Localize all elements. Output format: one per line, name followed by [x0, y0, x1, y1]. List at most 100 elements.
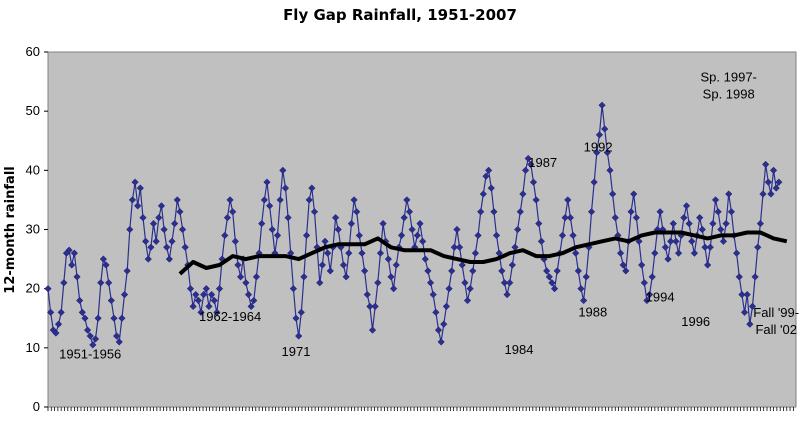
y-axis-label: 12-month rainfall [3, 166, 18, 293]
rainfall-point [453, 225, 461, 234]
rainfall-point [107, 296, 115, 305]
rainfall-point [376, 249, 385, 257]
rainfall-point [437, 338, 445, 346]
rainfall-point [181, 243, 189, 251]
rainfall-point [176, 208, 184, 216]
rainfall-point [577, 285, 585, 293]
rainfall-point [426, 279, 435, 287]
rainfall-point [521, 166, 530, 174]
rainfall-point [54, 320, 63, 328]
rainfall-point [360, 267, 369, 275]
rainfall-point [83, 326, 92, 334]
rainfall-point [640, 279, 648, 287]
rainfall-point [268, 225, 276, 234]
rainfall-point [661, 243, 670, 251]
rainfall-point [598, 101, 606, 109]
rainfall-point [743, 290, 751, 299]
rainfall-point [236, 273, 245, 281]
rainfall-point [477, 208, 485, 216]
rainfall-point [52, 329, 60, 337]
rainfall-point [134, 202, 142, 210]
rainfall-point [347, 219, 356, 228]
rainfall-point [498, 267, 506, 275]
rainfall-point [579, 296, 588, 305]
rainfall-point [231, 237, 239, 245]
rainfall-point [442, 302, 451, 311]
rainfall-point [754, 243, 762, 251]
rainfall-point [170, 219, 179, 228]
rainfall-point [627, 208, 635, 216]
y-tick-label: 40 [26, 162, 40, 177]
rainfall-point [91, 335, 100, 343]
rainfall-point [550, 285, 559, 293]
rainfall-point [68, 261, 76, 269]
y-tick-label: 30 [26, 222, 40, 237]
rainfall-point [81, 314, 89, 322]
rainfall-point [764, 178, 772, 186]
rainfall-point [440, 320, 448, 328]
rainfall-point [651, 249, 659, 257]
rainfall-point [769, 166, 778, 174]
rainfall-point [471, 249, 480, 257]
rainfall-point [545, 273, 553, 281]
rainfall-point [192, 290, 200, 299]
y-tick-label: 10 [26, 340, 40, 355]
rainfall-point [242, 279, 250, 287]
rainfall-point [643, 296, 651, 305]
rainfall-point [429, 290, 437, 299]
y-tick-label: 50 [26, 103, 40, 118]
rainfall-point [500, 279, 509, 287]
rainfall-point [506, 279, 514, 287]
rainfall-point [334, 225, 342, 234]
rainfall-point [674, 249, 683, 257]
rainfall-point [572, 249, 580, 257]
rainfall-point [194, 296, 203, 305]
rainfall-point [292, 314, 300, 322]
rainfall-point [561, 214, 569, 222]
rainfall-point [424, 267, 432, 275]
rainfall-point [775, 178, 783, 186]
rainfall-point [630, 190, 638, 198]
chart-title: Fly Gap Rainfall, 1951-2007 [283, 6, 517, 24]
rainfall-point [413, 231, 422, 240]
rainfall-point [524, 154, 532, 163]
rainfall-point [263, 178, 271, 186]
rainfall-point [448, 267, 456, 275]
annotation-label: 1988 [578, 305, 607, 320]
rainfall-point [622, 267, 630, 275]
rainfall-point [226, 196, 234, 204]
moving-average-line [178, 230, 788, 276]
rainfall-point [392, 261, 400, 269]
rainfall-point [384, 255, 393, 263]
rainfall-point [608, 190, 617, 198]
rainfall-point [527, 160, 535, 169]
rainfall-point [474, 231, 482, 240]
annotation-label: 1994 [646, 290, 675, 305]
rainfall-point [223, 214, 232, 222]
rainfall-point [397, 231, 406, 240]
rainfall-point [123, 267, 131, 275]
rainfall-point [482, 172, 490, 180]
rainfall-point [519, 190, 527, 198]
rainfall-point [186, 285, 195, 293]
rainfall-point [637, 261, 646, 269]
rainfall-point [316, 279, 324, 287]
rainfall-point [603, 148, 612, 157]
rainfall-point [751, 273, 759, 281]
rainfall-point [450, 243, 458, 251]
rainfall-point [387, 273, 395, 281]
rainfall-point [461, 279, 469, 287]
rainfall-point [128, 196, 137, 204]
rainfall-point [210, 296, 218, 305]
rainfall-point [44, 285, 52, 293]
rainfall-point [484, 166, 493, 174]
rainfall-point [318, 261, 327, 269]
rainfall-point [569, 231, 577, 240]
rainfall-point [250, 296, 258, 305]
rainfall-point [635, 237, 643, 245]
rainfall-point [300, 273, 308, 281]
rainfall-point [703, 261, 712, 269]
rainfall-point [690, 249, 699, 257]
annotation-label: 1971 [282, 344, 311, 359]
